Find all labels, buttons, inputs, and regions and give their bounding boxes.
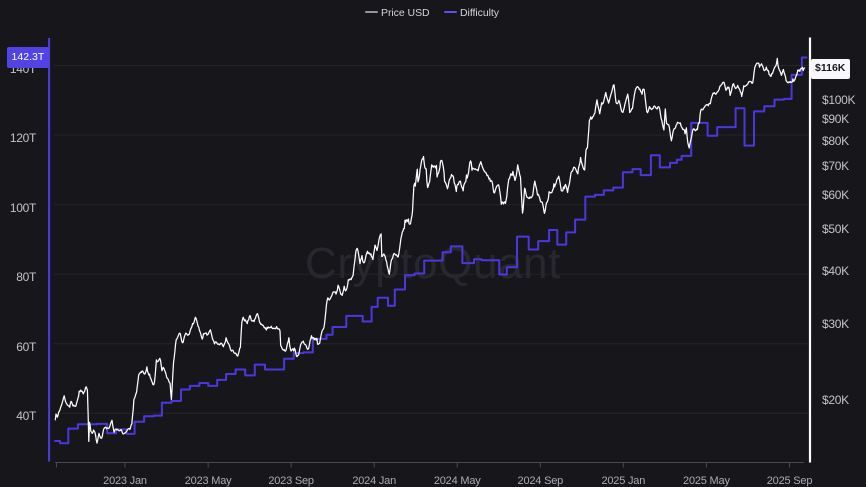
svg-text:CryptoQuant: CryptoQuant — [305, 239, 561, 288]
